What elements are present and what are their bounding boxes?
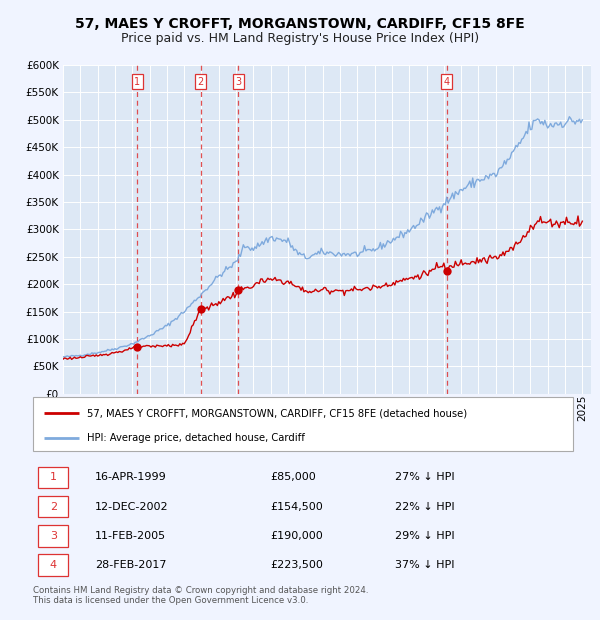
Text: 27% ↓ HPI: 27% ↓ HPI xyxy=(395,472,454,482)
Text: 57, MAES Y CROFFT, MORGANSTOWN, CARDIFF, CF15 8FE: 57, MAES Y CROFFT, MORGANSTOWN, CARDIFF,… xyxy=(75,17,525,32)
FancyBboxPatch shape xyxy=(38,466,68,488)
Text: 3: 3 xyxy=(50,531,57,541)
Text: 57, MAES Y CROFFT, MORGANSTOWN, CARDIFF, CF15 8FE (detached house): 57, MAES Y CROFFT, MORGANSTOWN, CARDIFF,… xyxy=(87,408,467,418)
FancyBboxPatch shape xyxy=(38,496,68,517)
Text: £223,500: £223,500 xyxy=(271,560,323,570)
Text: £85,000: £85,000 xyxy=(271,472,316,482)
Text: 11-FEB-2005: 11-FEB-2005 xyxy=(95,531,166,541)
Text: HPI: Average price, detached house, Cardiff: HPI: Average price, detached house, Card… xyxy=(87,433,305,443)
Text: £154,500: £154,500 xyxy=(271,502,323,512)
FancyBboxPatch shape xyxy=(33,397,573,451)
Text: 1: 1 xyxy=(134,76,140,87)
Text: 16-APR-1999: 16-APR-1999 xyxy=(95,472,167,482)
Text: 29% ↓ HPI: 29% ↓ HPI xyxy=(395,531,454,541)
Text: 28-FEB-2017: 28-FEB-2017 xyxy=(95,560,167,570)
Text: 4: 4 xyxy=(50,560,57,570)
FancyBboxPatch shape xyxy=(38,554,68,576)
Text: £190,000: £190,000 xyxy=(271,531,323,541)
Text: 22% ↓ HPI: 22% ↓ HPI xyxy=(395,502,454,512)
Text: Price paid vs. HM Land Registry's House Price Index (HPI): Price paid vs. HM Land Registry's House … xyxy=(121,32,479,45)
Text: 2: 2 xyxy=(50,502,57,512)
Text: 37% ↓ HPI: 37% ↓ HPI xyxy=(395,560,454,570)
Text: 3: 3 xyxy=(235,76,241,87)
Text: Contains HM Land Registry data © Crown copyright and database right 2024.
This d: Contains HM Land Registry data © Crown c… xyxy=(33,586,368,605)
FancyBboxPatch shape xyxy=(38,525,68,547)
Text: 4: 4 xyxy=(443,76,449,87)
Text: 2: 2 xyxy=(197,76,204,87)
Text: 1: 1 xyxy=(50,472,57,482)
Text: 12-DEC-2002: 12-DEC-2002 xyxy=(95,502,169,512)
